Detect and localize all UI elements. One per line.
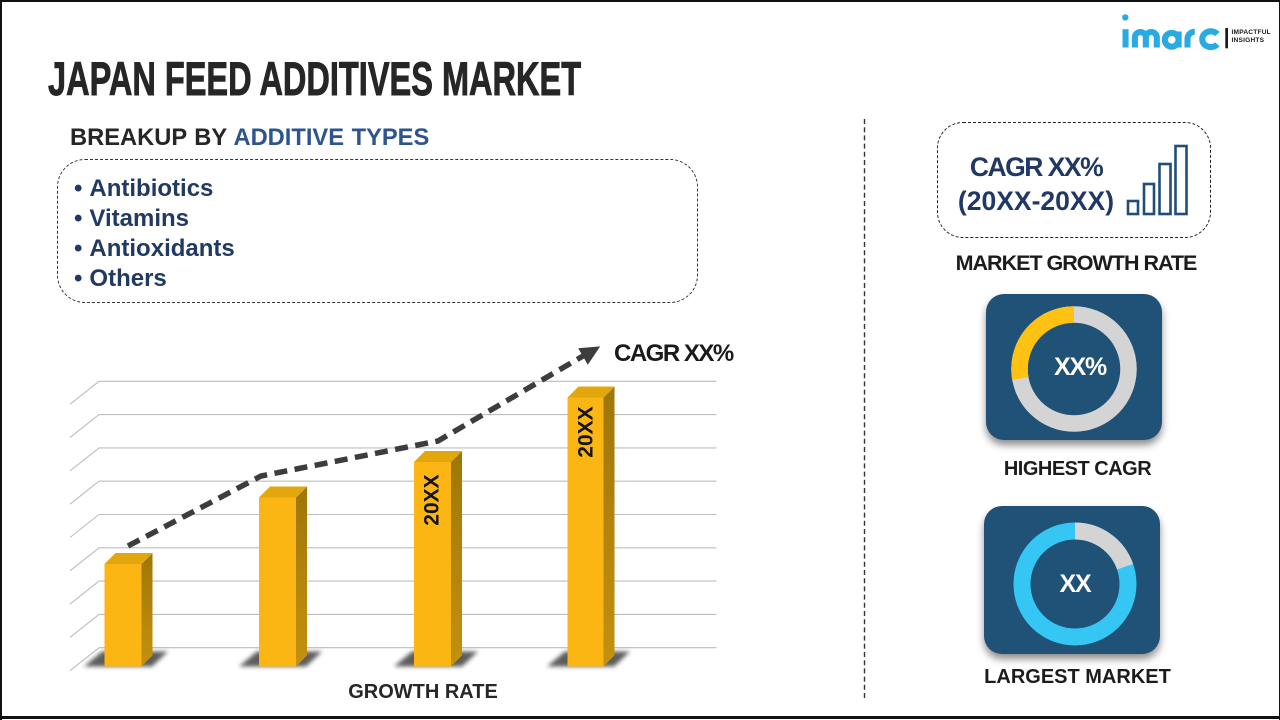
- svg-text:20XX: 20XX: [575, 406, 598, 457]
- svg-text:20XX: 20XX: [421, 474, 444, 525]
